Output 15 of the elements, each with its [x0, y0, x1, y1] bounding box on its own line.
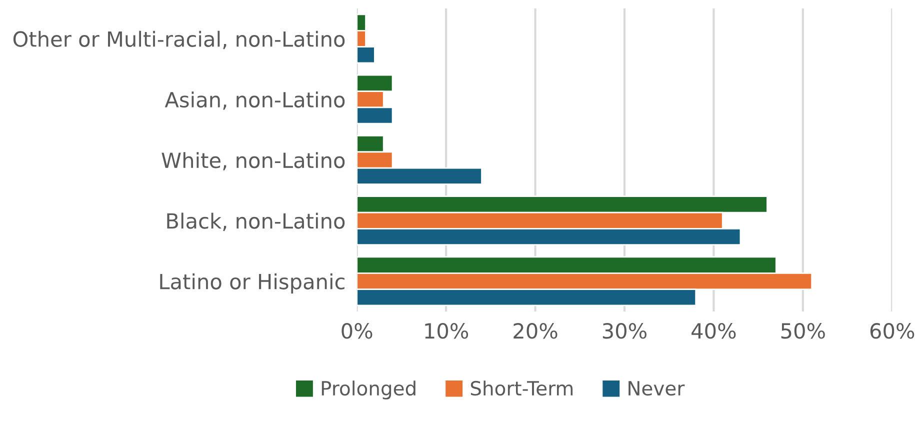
- legend-label: Prolonged: [322, 380, 416, 400]
- x-tick-label: 50%: [781, 323, 825, 339]
- legend-label: Never: [628, 381, 685, 396]
- y-tick-label: Other or Multi-racial, non-Latino: [13, 30, 345, 50]
- x-tick-label: 40%: [692, 323, 736, 339]
- y-tick-label: Asian, non-Latino: [164, 91, 345, 110]
- x-tick-label: 30%: [602, 323, 646, 339]
- x-tick-label: 10%: [425, 323, 468, 339]
- y-tick-label: Black, non-Latino: [167, 212, 345, 231]
- y-tick-label: White, non-Latino: [162, 152, 345, 170]
- y-tick-label: Latino or Hispanic: [160, 273, 344, 294]
- legend-label: Short-Term: [470, 380, 573, 396]
- x-tick-label: 0%: [342, 323, 372, 339]
- x-tick-label: 60%: [870, 323, 914, 339]
- x-tick-label: 20%: [514, 323, 558, 339]
